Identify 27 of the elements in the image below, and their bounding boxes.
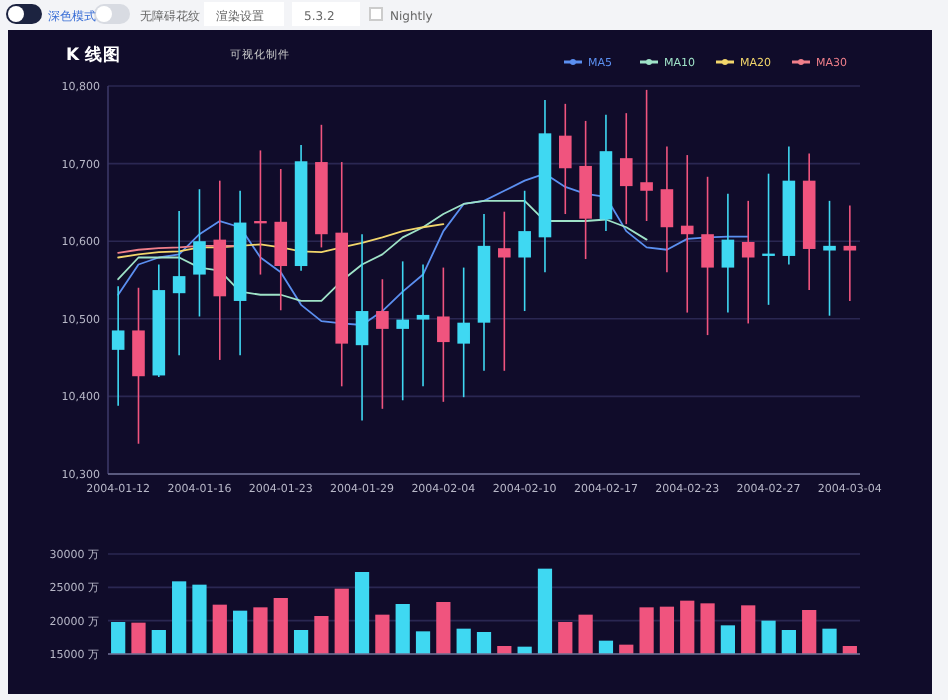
candlestick — [111, 285, 125, 407]
candlestick — [376, 278, 389, 410]
candlestick — [823, 200, 836, 317]
candlestick — [274, 168, 288, 312]
candlestick — [721, 193, 735, 314]
candlestick — [416, 263, 430, 388]
candlestick — [701, 175, 714, 336]
candlestick — [193, 188, 206, 318]
candlestick — [457, 266, 470, 398]
candlestick — [680, 154, 694, 314]
candlestick — [640, 89, 653, 222]
candlestick — [619, 112, 633, 225]
candlestick — [762, 172, 775, 306]
chart-title: K 线图 — [66, 44, 122, 66]
candlestick — [254, 149, 267, 276]
candlestick — [355, 233, 369, 422]
candlestick — [559, 103, 572, 215]
line-series — [117, 199, 648, 302]
candlestick — [437, 266, 450, 403]
candlestick — [518, 189, 531, 312]
candlestick — [172, 210, 186, 357]
candlestick — [396, 260, 409, 402]
candlestick — [498, 210, 511, 372]
candlestick — [132, 286, 145, 445]
candlestick — [741, 200, 755, 325]
candlestick — [660, 145, 674, 274]
candlestick — [843, 204, 857, 302]
